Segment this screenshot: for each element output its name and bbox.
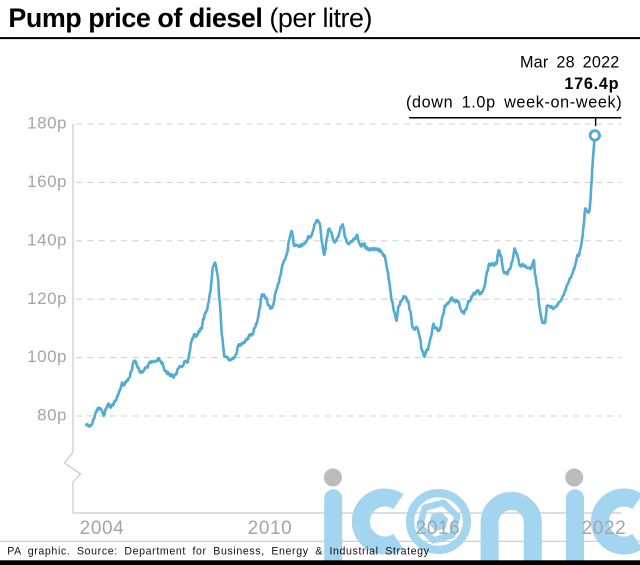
svg-text:2016: 2016 <box>416 518 461 539</box>
svg-text:PA graphic. Source: Department: PA graphic. Source: Department for Busin… <box>7 545 429 557</box>
svg-text:176.4p: 176.4p <box>564 75 619 93</box>
svg-text:2022: 2022 <box>582 518 627 539</box>
svg-text:2004: 2004 <box>80 518 125 539</box>
svg-text:(down 1.0p week-on-week): (down 1.0p week-on-week) <box>406 94 622 112</box>
svg-text:Mar 28 2022: Mar 28 2022 <box>520 54 620 72</box>
svg-text:2010: 2010 <box>248 518 293 539</box>
svg-text:100p: 100p <box>27 347 67 366</box>
svg-text:Pump price of diesel (per litr: Pump price of diesel (per litre) <box>8 3 372 33</box>
svg-text:160p: 160p <box>27 172 67 191</box>
svg-text:120p: 120p <box>27 289 67 308</box>
svg-text:140p: 140p <box>27 230 67 249</box>
svg-text:80p: 80p <box>37 406 67 425</box>
svg-text:180p: 180p <box>27 114 67 133</box>
